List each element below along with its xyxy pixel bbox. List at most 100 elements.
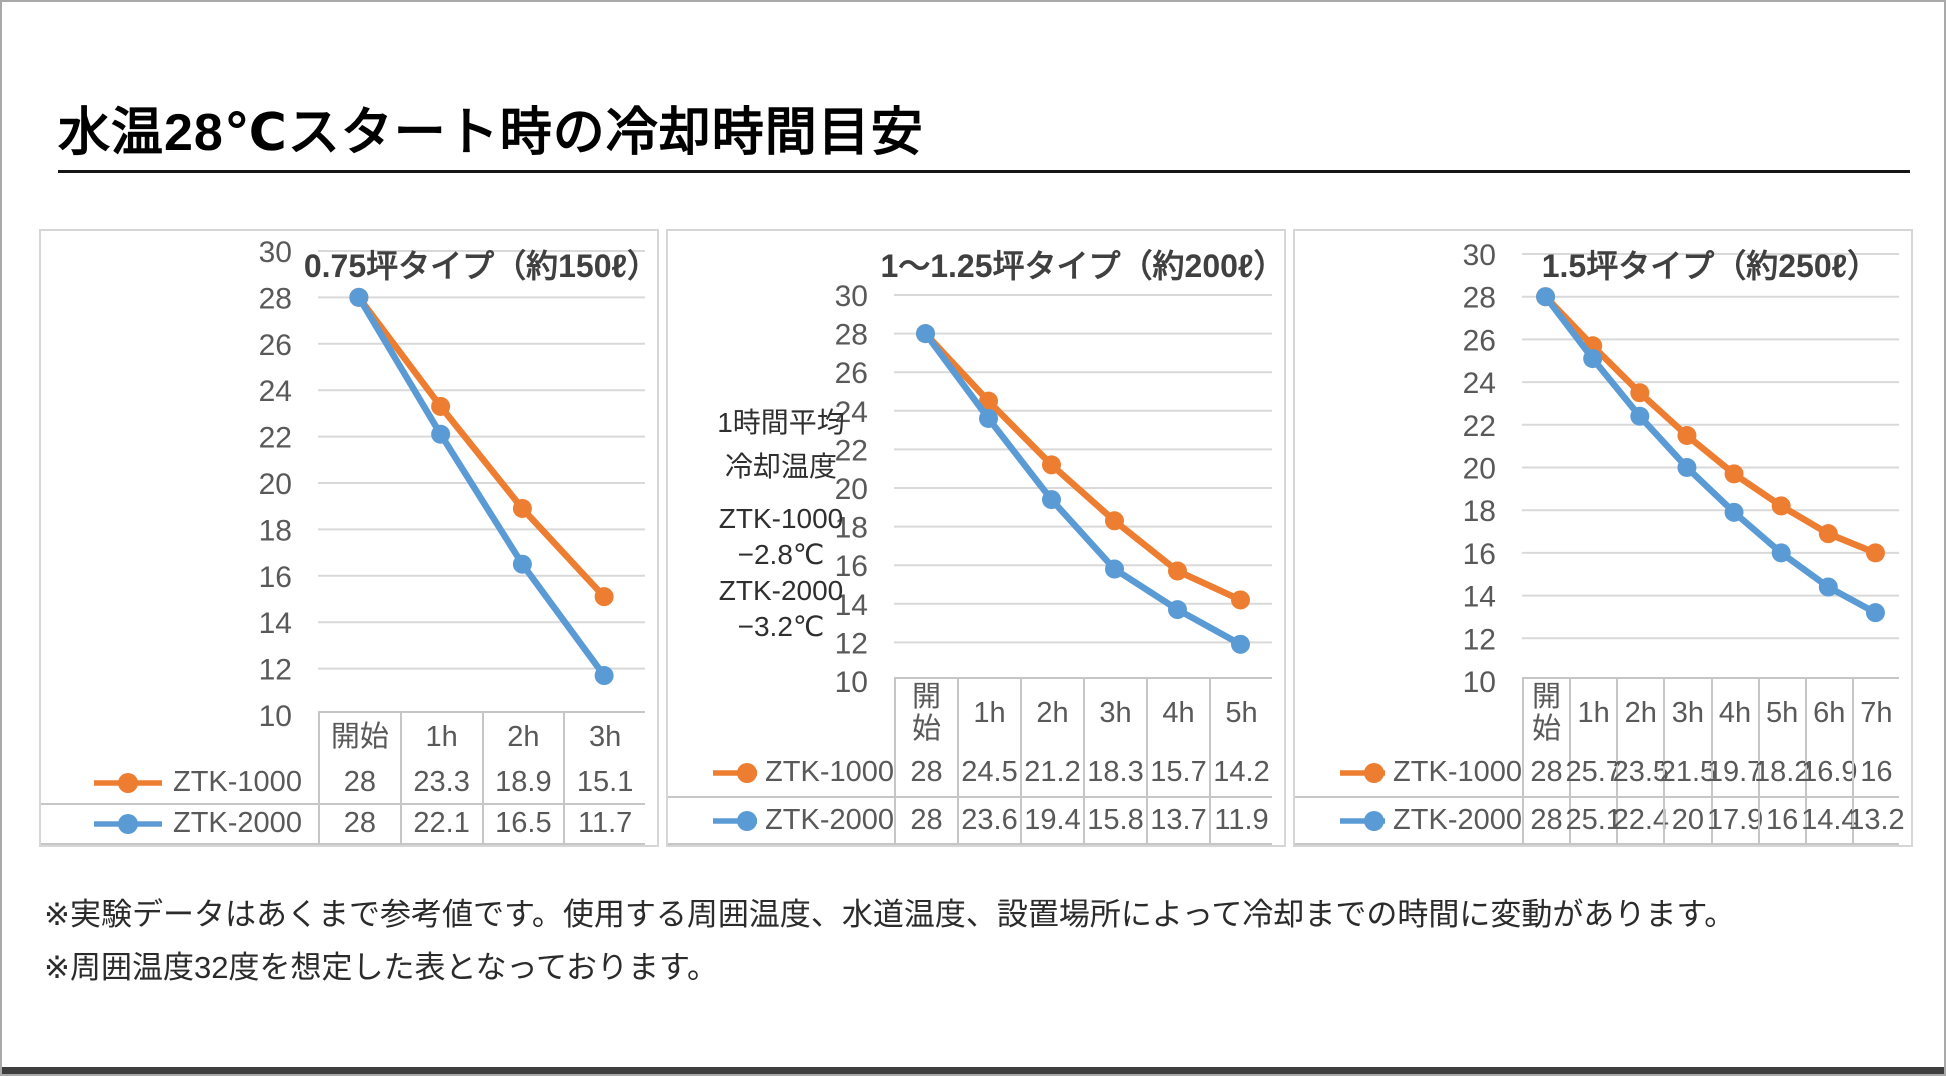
series-point-ztk-2000 [431,424,451,444]
category-header-cell: 3h [1083,677,1146,749]
series-line-ztk-2000 [1542,294,1877,616]
value-cell: 15.1 [563,763,645,803]
legend-marker [1364,810,1384,831]
y-axis-tick-label: 24 [835,396,868,429]
y-axis-tick-label: 24 [259,375,292,408]
y-axis-tick-label: 28 [1463,282,1496,315]
legend-label: ZTK-2000 [173,807,302,840]
category-header-cell: 開始 [318,711,400,763]
bottom-bar [2,1067,1944,1074]
series-point-ztk-1000 [1168,561,1187,581]
legend-key-ztk-1000 [1340,762,1386,783]
y-axis-tick-label: 12 [1463,623,1496,656]
value-cell: 14.4 [1801,796,1858,843]
series-point-ztk-1000 [1771,496,1791,516]
line-chart-svg: 30 28 26 24 22 20 18 16 14 12 10 1.5坪タイプ（約250ℓ） [1463,239,1899,699]
category-header-cell: 3h [1663,677,1711,749]
category-header-cell: 1h [957,677,1020,749]
y-axis-tick-label: 30 [835,280,868,313]
legend-key-ztk-1000 [94,773,162,793]
value-cell: 25.7 [1565,749,1622,796]
chart-title: 1～1.25坪タイプ（約200ℓ） [880,248,1285,284]
footer-notes: ※実験データはあくまで参考値です。使用する周囲温度、水道温度、設置場所によって冷… [44,888,1735,994]
series-line-ztk-2000 [922,331,1243,648]
value-cell: 11.9 [1209,796,1272,843]
y-axis-tick-label: 18 [1463,495,1496,528]
y-axis-tick-label: 12 [835,627,868,660]
series-point-ztk-2000 [1818,577,1838,597]
chart-data-table: 開 始 1h 2h 3h 4h 5h 6h 7h ZTK-1000 28 25.7 23.5 21.5 1… [1295,677,1905,845]
series-name-cell: ZTK-1000 [41,763,318,803]
legend-label: ZTK-2000 [1393,803,1522,836]
series-point-ztk-2000 [1865,603,1885,623]
chart-box-1-to-1-25-tsubo: 30 28 26 24 22 20 18 16 14 12 10 1～1.25坪タイプ（約200ℓ） … [666,229,1286,847]
value-cell: 13.7 [1146,796,1209,843]
series-line-ztk-1000 [356,295,607,599]
note-line-1: ※実験データはあくまで参考値です。使用する周囲温度、水道温度、設置場所によって冷… [44,897,1736,932]
series-line-ztk-2000 [356,295,607,678]
value-cell: 15.7 [1146,749,1209,796]
series-point-ztk-1000 [1818,524,1838,544]
y-axis-tick-label: 16 [259,561,292,594]
series-point-ztk-2000 [349,287,369,307]
note-line-2: ※周囲温度32度を想定した表となっております。 [44,950,718,985]
category-header-cell: 3h [563,711,645,763]
legend-label: ZTK-1000 [765,755,894,788]
y-axis-tick-label: 28 [835,319,868,352]
value-cell: 20 [1663,796,1711,843]
legend-label: ZTK-1000 [1393,755,1522,788]
series-point-ztk-2000 [1042,490,1061,510]
series-point-ztk-2000 [1677,458,1697,477]
y-axis-tick-label: 26 [259,329,292,362]
series-point-ztk-1000 [1724,464,1744,484]
y-axis-tick-label: 12 [259,654,292,687]
value-cell: 28 [894,749,957,796]
chart-data-table: 開 始 1h 2h 3h 4h 5h ZTK-1000 28 24.5 21.2 18.3 15.7 1… [668,677,1272,845]
empty-header-cell [41,711,318,763]
series-point-ztk-2000 [594,666,614,686]
y-axis-tick-label: 20 [259,468,292,501]
value-cell: 11.7 [563,803,645,843]
category-header-cell: 開 始 [894,677,957,749]
series-point-ztk-2000 [979,409,998,429]
annotation-heading: 1時間平均 冷却温度 [717,407,845,482]
value-cell: 17.9 [1707,796,1763,843]
series-point-ztk-2000 [1536,287,1556,307]
y-axis-tick-label: 14 [1463,581,1496,614]
value-cell: 23.3 [399,763,482,803]
series-point-ztk-1000 [431,396,451,416]
series-point-ztk-1000 [594,587,614,607]
y-axis-tick-label: 20 [1463,453,1496,486]
series-point-ztk-1000 [1677,425,1697,445]
value-cell: 16.5 [481,803,564,843]
value-cell: 16 [1851,749,1899,796]
category-header-cell: 7h [1851,677,1899,749]
category-header-cell: 5h [1209,677,1272,749]
y-axis-tick-label: 10 [259,700,292,733]
legend-key-ztk-2000 [713,810,758,831]
legend-marker [118,814,138,834]
y-axis-tick-label: 22 [259,422,292,455]
category-header-cell: 5h [1757,677,1805,749]
y-axis-tick-label: 26 [1463,324,1496,357]
value-cell: 18.3 [1083,749,1146,796]
y-axis-tick-label: 26 [835,357,868,390]
annotation-values: ZTK-1000 −2.8℃ ZTK-2000 −3.2℃ [718,503,844,642]
empty-header-cell [1295,677,1522,749]
y-axis-tick-label: 10 [1463,666,1496,699]
chart-data-table: 開始 1h 2h 3h ZTK-1000 28 23.3 18.9 15.1 ZTK-2000 28… [41,711,645,845]
category-header-cell: 1h [1569,677,1617,749]
title-underline [58,170,1910,173]
value-cell: 22.4 [1613,796,1669,843]
value-cell: 28 [1522,749,1569,796]
value-cell: 14.2 [1209,749,1272,796]
category-header-cell: 2h [481,711,564,763]
value-cell: 28 [1522,796,1570,843]
legend-key-ztk-2000 [1340,810,1386,831]
y-axis-tick-label: 16 [1463,538,1496,571]
legend-marker [118,773,138,793]
series-point-ztk-1000 [1231,590,1250,610]
y-axis-tick-label: 30 [259,236,292,269]
series-point-ztk-2000 [1583,349,1603,369]
